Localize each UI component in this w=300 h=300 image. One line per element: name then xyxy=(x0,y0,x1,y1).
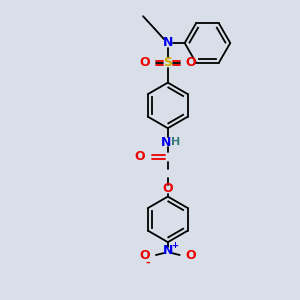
Text: -: - xyxy=(146,258,150,268)
Text: O: O xyxy=(140,56,150,69)
Text: N: N xyxy=(163,244,173,256)
Text: +: + xyxy=(171,241,178,250)
Text: O: O xyxy=(140,248,150,262)
Text: H: H xyxy=(171,137,180,147)
Text: O: O xyxy=(185,248,196,262)
Text: O: O xyxy=(185,56,196,69)
Text: N: N xyxy=(161,136,171,148)
Text: N: N xyxy=(163,37,173,50)
Text: S: S xyxy=(163,56,172,69)
Text: O: O xyxy=(163,182,173,195)
Text: O: O xyxy=(135,150,146,164)
